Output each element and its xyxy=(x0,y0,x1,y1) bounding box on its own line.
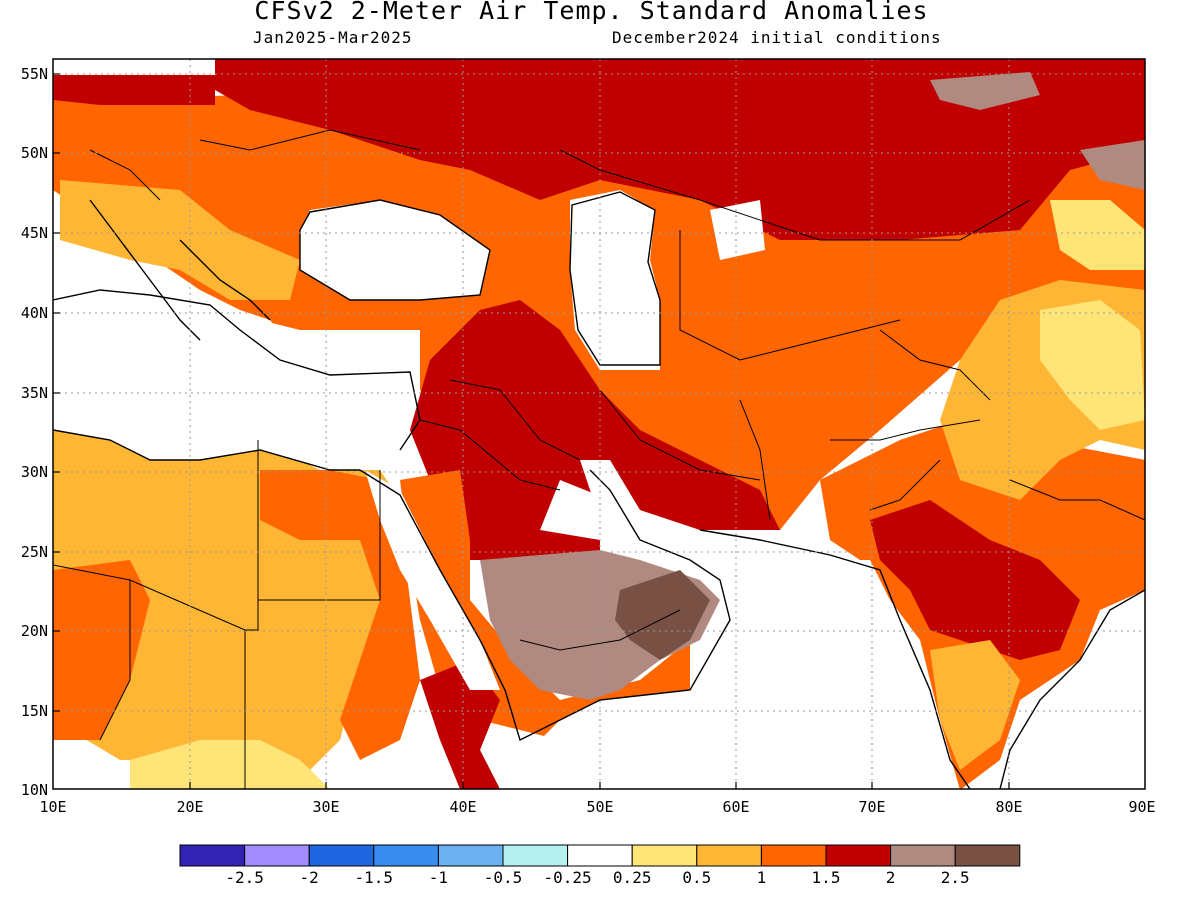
region-lightyellow-east xyxy=(1040,300,1145,430)
bay-of-bengal xyxy=(1000,600,1145,789)
lon-label: 10E xyxy=(39,798,67,816)
colorbar-tick-label: 1 xyxy=(756,868,767,887)
lat-label: 45N xyxy=(20,224,48,242)
colorbar-swatch xyxy=(631,844,698,867)
lat-label: 40N xyxy=(20,304,48,322)
colorbar-tick-label: 2.5 xyxy=(940,868,970,887)
colorbar xyxy=(179,844,1021,867)
colorbar-tick-label: 0.5 xyxy=(682,868,712,887)
colorbar-swatch xyxy=(244,844,310,867)
colorbar-tick-label: 1.5 xyxy=(811,868,841,887)
colorbar-tick-label: -0.5 xyxy=(483,868,523,887)
map-title: CFSv2 2-Meter Air Temp. Standard Anomali… xyxy=(254,0,929,25)
lat-label: 55N xyxy=(20,65,48,83)
colorbar-swatch xyxy=(954,844,1021,867)
colorbar-swatch xyxy=(567,844,633,867)
initial-conditions: December2024 initial conditions xyxy=(612,28,942,47)
region-yellow-india xyxy=(930,640,1020,770)
lon-label: 30E xyxy=(312,798,340,816)
region-lightyellow-ne xyxy=(1050,200,1145,270)
red-sea xyxy=(365,470,500,690)
region-lightyellow-south xyxy=(130,740,330,789)
graticule xyxy=(53,59,1145,789)
lat-label: 25N xyxy=(20,543,48,561)
colorbar-swatch xyxy=(437,844,504,867)
colorbar-swatch xyxy=(179,844,246,867)
colorbar-tick-label: -2 xyxy=(299,868,319,887)
mediterranean xyxy=(53,290,410,470)
lon-label: 40E xyxy=(449,798,477,816)
persian-gulf xyxy=(580,460,690,560)
colorbar-tick-label: -1 xyxy=(428,868,449,887)
map-frame xyxy=(52,58,1146,790)
lat-label: 15N xyxy=(20,702,48,720)
lon-label: 70E xyxy=(858,798,886,816)
region-darkred-north xyxy=(215,59,1145,240)
arabian-sea xyxy=(520,560,950,789)
caspian-sea xyxy=(570,190,660,370)
country-borders xyxy=(53,129,1145,789)
colorbar-swatch xyxy=(502,844,569,867)
region-darkred-mideast xyxy=(410,300,780,560)
forecast-period: Jan2025-Mar2025 xyxy=(253,28,413,47)
colorbar-swatch xyxy=(696,844,762,867)
lon-label: 90E xyxy=(1128,798,1156,816)
black-sea xyxy=(300,200,490,300)
aral-area xyxy=(710,200,765,260)
colorbar-tick-label: -1.5 xyxy=(354,868,394,887)
colorbar-tick-label: -0.25 xyxy=(543,868,592,887)
region-brown-ne xyxy=(930,72,1040,110)
lat-label: 35N xyxy=(20,384,48,402)
region-darkred-yemen xyxy=(420,660,500,789)
lon-label: 20E xyxy=(176,798,204,816)
colorbar-swatch xyxy=(308,844,375,867)
colorbar-swatch xyxy=(373,844,439,867)
axis-ticks xyxy=(53,73,1010,789)
lat-label: 20N xyxy=(20,622,48,640)
colorbar-swatch xyxy=(825,844,892,867)
lat-label: 30N xyxy=(20,463,48,481)
lat-label: 50N xyxy=(20,144,48,162)
colorbar-tick-label: 0.25 xyxy=(612,868,652,887)
colorbar-swatch xyxy=(890,844,956,867)
colorbar-tick-label: -2.5 xyxy=(225,868,264,887)
lon-label: 50E xyxy=(586,798,614,816)
lat-label: 10N xyxy=(20,781,48,799)
coastlines xyxy=(53,191,1145,789)
lon-label: 80E xyxy=(995,798,1023,816)
region-orange-westafrica xyxy=(53,560,150,740)
colorbar-swatch xyxy=(760,844,827,867)
region-darkred-india xyxy=(870,500,1080,660)
anomaly-fields xyxy=(53,59,1145,789)
colorbar-tick-label: 2 xyxy=(885,868,896,887)
lon-label: 60E xyxy=(722,798,750,816)
region-darkbrown-arabia xyxy=(615,570,710,660)
region-darkred-nw xyxy=(53,75,215,105)
map-plot-area xyxy=(53,59,1145,789)
unshaded-areas xyxy=(53,190,1145,789)
